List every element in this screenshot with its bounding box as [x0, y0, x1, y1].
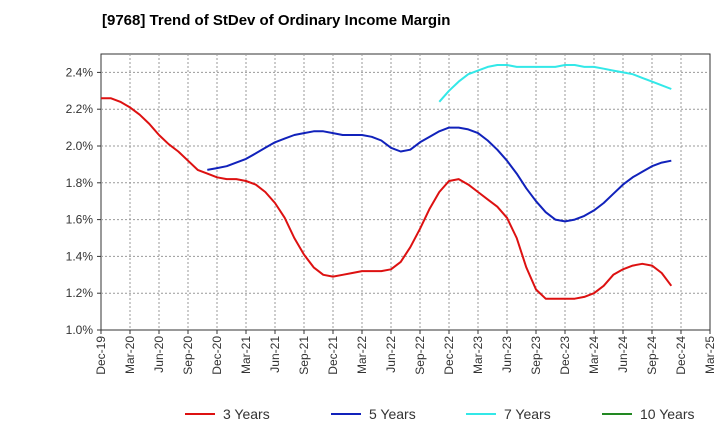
x-tick-label: Dec-20 — [210, 336, 224, 375]
chart-title: [9768] Trend of StDev of Ordinary Income… — [102, 12, 451, 29]
y-tick-label: 1.2% — [66, 286, 94, 300]
series-line-5-years — [207, 126, 672, 223]
series-line-7-years — [438, 64, 672, 103]
x-tick-label: Sep-20 — [181, 336, 195, 375]
x-tick-label: Jun-21 — [268, 336, 282, 373]
legend-label: 5 Years — [369, 406, 416, 422]
x-tick-label: Jun-22 — [384, 336, 398, 373]
x-tick-label: Jun-20 — [152, 336, 166, 373]
x-tick-label: Mar-22 — [355, 336, 369, 374]
x-tick-label: Mar-25 — [703, 336, 717, 374]
y-tick-label: 1.4% — [66, 249, 94, 263]
x-tick-label: Mar-23 — [471, 336, 485, 374]
legend: 3 Years 5 Years 7 Years 10 Years — [185, 406, 695, 422]
grid-lines — [101, 54, 710, 330]
x-axis: Dec-19 Mar-20 Jun-20 Sep-20 Dec-20 Mar-21 Jun-… — [94, 330, 717, 375]
y-tick-label: 2.0% — [66, 139, 94, 153]
x-tick-label: Mar-20 — [123, 336, 137, 374]
legend-label: 7 Years — [504, 406, 551, 422]
y-axis: 1.0% 1.2% 1.4% 1.6% 1.8% 2.0% 2.2% 2.4% — [66, 65, 101, 337]
x-tick-label: Sep-22 — [413, 336, 427, 375]
x-tick-label: Dec-24 — [674, 336, 688, 375]
series-lines — [101, 64, 673, 300]
legend-label: 3 Years — [223, 406, 270, 422]
plot-area — [100, 53, 711, 331]
y-tick-label: 2.2% — [66, 102, 94, 116]
x-tick-label: Jun-24 — [616, 336, 630, 373]
y-tick-label: 1.0% — [66, 323, 94, 337]
x-tick-label: Dec-19 — [94, 336, 108, 375]
x-tick-label: Dec-23 — [558, 336, 572, 375]
y-tick-label: 1.8% — [66, 176, 94, 190]
legend-label: 10 Years — [640, 406, 695, 422]
x-tick-label: Mar-24 — [587, 336, 601, 374]
x-tick-label: Sep-21 — [297, 336, 311, 375]
x-tick-label: Jun-23 — [500, 336, 514, 373]
x-tick-label: Mar-21 — [239, 336, 253, 374]
y-tick-label: 1.6% — [66, 213, 94, 227]
x-tick-label: Sep-24 — [645, 336, 659, 375]
series-line-3-years — [101, 97, 673, 300]
x-tick-label: Sep-23 — [529, 336, 543, 375]
x-tick-label: Dec-22 — [442, 336, 456, 375]
x-tick-label: Dec-21 — [326, 336, 340, 375]
y-tick-label: 2.4% — [66, 65, 94, 79]
